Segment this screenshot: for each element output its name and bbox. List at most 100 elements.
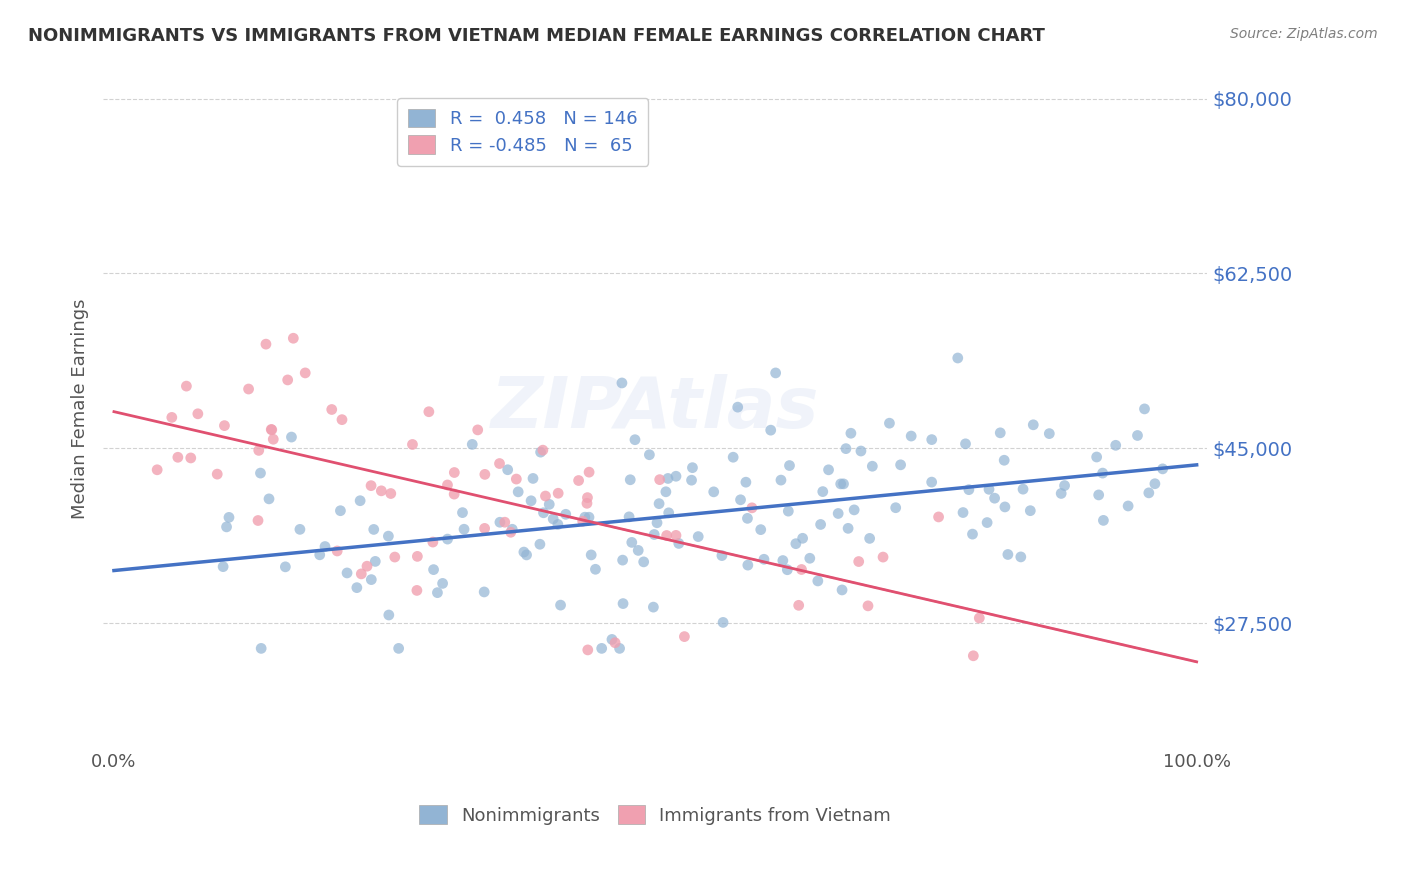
- Point: [810, 517, 832, 532]
- Point: [749, 523, 772, 537]
- Point: [617, 509, 640, 524]
- Point: [508, 484, 530, 499]
- Point: [166, 450, 188, 465]
- Point: [1050, 486, 1073, 500]
- Point: [363, 523, 385, 537]
- Point: [969, 611, 991, 625]
- Point: [501, 522, 523, 536]
- Point: [533, 506, 555, 520]
- Point: [336, 566, 359, 580]
- Point: [574, 510, 596, 524]
- Point: [1091, 466, 1114, 480]
- Point: [254, 337, 277, 351]
- Point: [346, 581, 368, 595]
- Point: [1092, 513, 1115, 527]
- Point: [378, 607, 401, 622]
- Text: Source: ZipAtlas.com: Source: ZipAtlas.com: [1230, 27, 1378, 41]
- Point: [665, 469, 688, 483]
- Point: [280, 430, 302, 444]
- Point: [554, 508, 576, 522]
- Point: [655, 484, 678, 499]
- Point: [426, 585, 449, 599]
- Point: [531, 443, 554, 458]
- Point: [769, 473, 792, 487]
- Point: [579, 548, 602, 562]
- Point: [388, 641, 411, 656]
- Point: [620, 535, 643, 549]
- Point: [384, 549, 406, 564]
- Point: [422, 535, 444, 549]
- Point: [474, 467, 496, 482]
- Text: NONIMMIGRANTS VS IMMIGRANTS FROM VIETNAM MEDIAN FEMALE EARNINGS CORRELATION CHAR: NONIMMIGRANTS VS IMMIGRANTS FROM VIETNAM…: [28, 27, 1045, 45]
- Point: [176, 379, 198, 393]
- Point: [993, 453, 1015, 467]
- Point: [668, 536, 690, 550]
- Point: [377, 529, 399, 543]
- Point: [257, 491, 280, 506]
- Point: [212, 559, 235, 574]
- Point: [406, 549, 429, 564]
- Point: [1087, 488, 1109, 502]
- Point: [534, 489, 557, 503]
- Point: [294, 366, 316, 380]
- Point: [657, 471, 679, 485]
- Point: [658, 506, 681, 520]
- Point: [612, 553, 634, 567]
- Point: [610, 376, 633, 390]
- Point: [859, 532, 882, 546]
- Point: [406, 583, 429, 598]
- Point: [1133, 401, 1156, 416]
- Point: [645, 516, 668, 530]
- Point: [160, 410, 183, 425]
- Point: [247, 514, 270, 528]
- Point: [955, 437, 977, 451]
- Point: [488, 457, 510, 471]
- Point: [727, 400, 749, 414]
- Point: [380, 486, 402, 500]
- Point: [681, 460, 703, 475]
- Point: [238, 382, 260, 396]
- Point: [655, 528, 678, 542]
- Point: [1105, 438, 1128, 452]
- Point: [360, 573, 382, 587]
- Point: [721, 450, 744, 465]
- Point: [260, 423, 283, 437]
- Point: [839, 426, 862, 441]
- Point: [792, 531, 814, 545]
- Point: [489, 515, 512, 529]
- Point: [787, 599, 810, 613]
- Point: [962, 527, 984, 541]
- Point: [461, 437, 484, 451]
- Point: [576, 643, 599, 657]
- Point: [977, 483, 1000, 497]
- Point: [538, 497, 561, 511]
- Point: [627, 543, 650, 558]
- Point: [638, 448, 661, 462]
- Point: [349, 493, 371, 508]
- Point: [817, 463, 839, 477]
- Point: [494, 515, 516, 529]
- Point: [643, 600, 665, 615]
- Point: [314, 540, 336, 554]
- Legend: Nonimmigrants, Immigrants from Vietnam: Nonimmigrants, Immigrants from Vietnam: [412, 798, 898, 832]
- Point: [681, 473, 703, 487]
- Point: [612, 597, 634, 611]
- Point: [827, 507, 849, 521]
- Point: [513, 545, 536, 559]
- Point: [356, 559, 378, 574]
- Point: [946, 351, 969, 365]
- Point: [215, 520, 238, 534]
- Point: [308, 548, 330, 562]
- Point: [1152, 462, 1174, 476]
- Point: [832, 476, 855, 491]
- Point: [1053, 478, 1076, 492]
- Point: [779, 458, 801, 473]
- Point: [988, 425, 1011, 440]
- Point: [1137, 486, 1160, 500]
- Point: [529, 537, 551, 551]
- Point: [776, 563, 799, 577]
- Point: [575, 496, 598, 510]
- Point: [624, 433, 647, 447]
- Point: [360, 478, 382, 492]
- Point: [962, 648, 984, 663]
